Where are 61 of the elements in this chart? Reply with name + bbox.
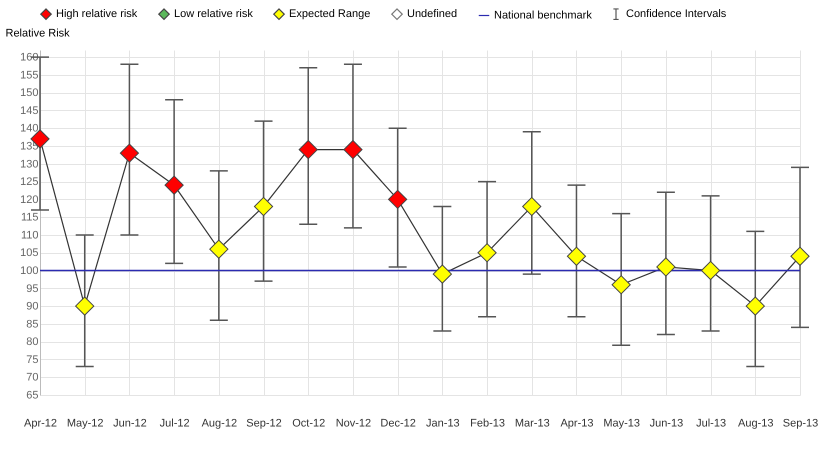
- legend-label: Undefined: [407, 8, 458, 20]
- point: [790, 246, 810, 266]
- x-tick-label: Aug-13: [738, 418, 774, 430]
- point: [120, 144, 139, 163]
- x-tick-label: Jul-13: [696, 418, 726, 430]
- y-tick-label: 130: [20, 158, 38, 170]
- point: [209, 240, 228, 259]
- point: [746, 296, 765, 316]
- y-tick-label: 145: [20, 104, 38, 117]
- y-tick-label: 95: [26, 282, 38, 295]
- x-tick-label: Nov-12: [336, 418, 372, 430]
- point: [612, 275, 631, 294]
- legend-label: National benchmark: [494, 10, 592, 22]
- legend-label: Low relative risk: [174, 8, 254, 20]
- point: [477, 243, 497, 262]
- x-tick-label: Oct-12: [292, 418, 326, 430]
- legend-label: High relative risk: [56, 8, 138, 20]
- x-tick-label: Jan-13: [426, 418, 460, 430]
- point: [388, 190, 408, 209]
- point: [701, 260, 720, 280]
- y-tick-label: 65: [26, 390, 38, 402]
- y-tick-label: 100: [20, 265, 38, 278]
- y-tick-label: 70: [26, 372, 38, 384]
- x-tick-label: Jul-12: [160, 418, 190, 430]
- x-tick-label: Feb-13: [470, 418, 505, 430]
- point: [522, 196, 542, 216]
- y-tick-label: 85: [26, 318, 38, 330]
- y-tick-label: 155: [20, 69, 38, 82]
- y-tick-label: 120: [20, 194, 38, 206]
- x-tick-label: Jun-12: [113, 418, 147, 430]
- point: [75, 296, 94, 316]
- y-tick-label: 90: [26, 300, 38, 313]
- y-tick-label: 115: [20, 212, 38, 224]
- point: [343, 140, 363, 160]
- text: Confidence Intervals: [626, 8, 727, 20]
- point: [656, 257, 676, 277]
- x-tick-label: Dec-12: [380, 418, 416, 430]
- point: [566, 246, 586, 266]
- x-tick-label: Jun-13: [650, 418, 684, 430]
- y-tick-label: 110: [20, 229, 38, 242]
- x-tick-label: May-13: [603, 418, 640, 430]
- point: [254, 196, 274, 216]
- y-tick-label: 105: [20, 247, 38, 260]
- x-tick-label: Apr-13: [560, 418, 594, 430]
- point: [164, 176, 184, 195]
- y-axis-title: Relative Risk: [6, 28, 70, 40]
- x-tick-label: May-12: [66, 418, 104, 430]
- y-tick-label: 140: [20, 122, 38, 135]
- legend-label: Expected Range: [289, 8, 370, 20]
- x-tick-label: Sep-12: [246, 418, 282, 430]
- point: [432, 264, 452, 284]
- y-tick-label: 75: [26, 354, 38, 366]
- y-tick-label: 80: [26, 336, 38, 348]
- y-tick-label: 135: [20, 140, 38, 153]
- y-tick-label: 125: [20, 176, 38, 188]
- x-tick-label: Aug-12: [202, 418, 238, 430]
- y-tick-label: 150: [20, 87, 38, 100]
- point: [298, 140, 318, 160]
- x-tick-label: Sep-13: [782, 418, 818, 430]
- x-tick-label: Apr-12: [24, 418, 58, 430]
- x-tick-label: Mar-13: [514, 418, 550, 430]
